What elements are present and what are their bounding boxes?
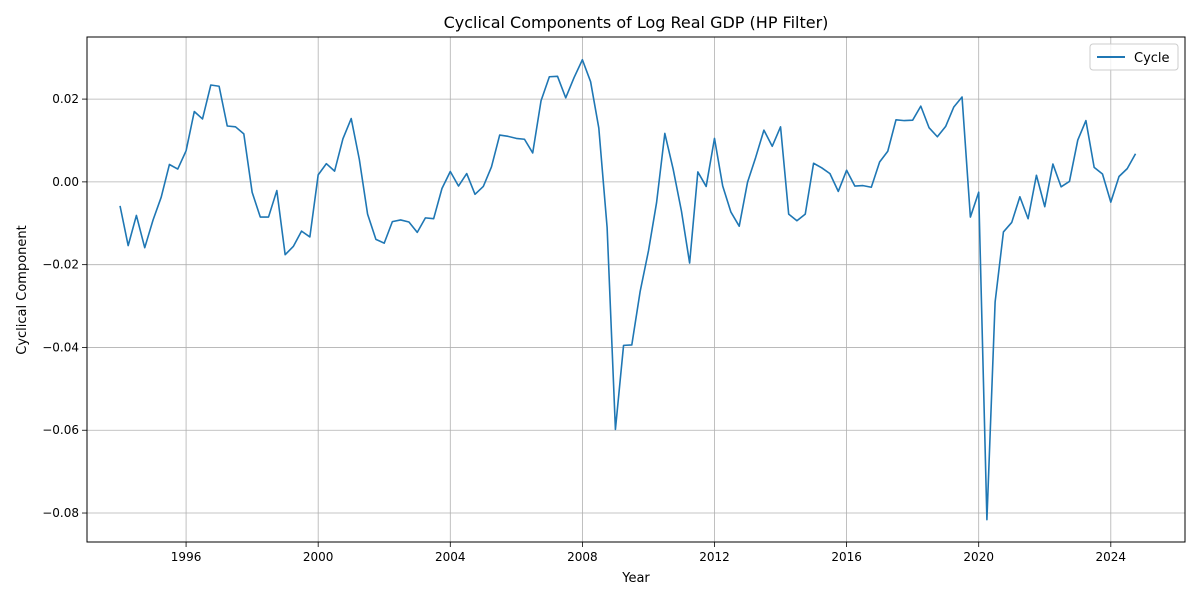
y-axis-ticks: −0.08 −0.06 −0.04 −0.02 0.00 0.02 bbox=[42, 92, 87, 520]
legend-label: Cycle bbox=[1134, 51, 1170, 66]
x-tick-label: 1996 bbox=[171, 550, 202, 564]
x-tick-label: 2016 bbox=[831, 550, 862, 564]
x-axis-ticks: 1996 2000 2004 2008 2012 2016 2020 2024 bbox=[171, 542, 1126, 564]
grid-lines bbox=[87, 37, 1185, 542]
chart-title: Cyclical Components of Log Real GDP (HP … bbox=[444, 13, 829, 32]
plot-frame bbox=[86, 36, 1186, 543]
x-tick-label: 2024 bbox=[1096, 550, 1127, 564]
legend: Cycle bbox=[1089, 43, 1179, 71]
y-tick-label: −0.06 bbox=[42, 423, 79, 437]
x-tick-label: 2008 bbox=[567, 550, 598, 564]
y-tick-label: 0.00 bbox=[52, 175, 79, 189]
x-tick-label: 2004 bbox=[435, 550, 466, 564]
y-axis-label: Cyclical Component bbox=[15, 225, 30, 354]
series-layer bbox=[119, 58, 1137, 521]
series-line-cycle bbox=[119, 58, 1137, 521]
x-tick-label: 2020 bbox=[963, 550, 994, 564]
y-tick-label: −0.08 bbox=[42, 506, 79, 520]
y-tick-label: 0.02 bbox=[52, 92, 79, 106]
y-tick-label: −0.02 bbox=[42, 258, 79, 272]
x-axis-label: Year bbox=[621, 571, 650, 586]
legend-box bbox=[1089, 43, 1179, 71]
y-tick-label: −0.04 bbox=[42, 340, 79, 354]
x-tick-label: 2000 bbox=[303, 550, 334, 564]
x-tick-label: 2012 bbox=[699, 550, 730, 564]
